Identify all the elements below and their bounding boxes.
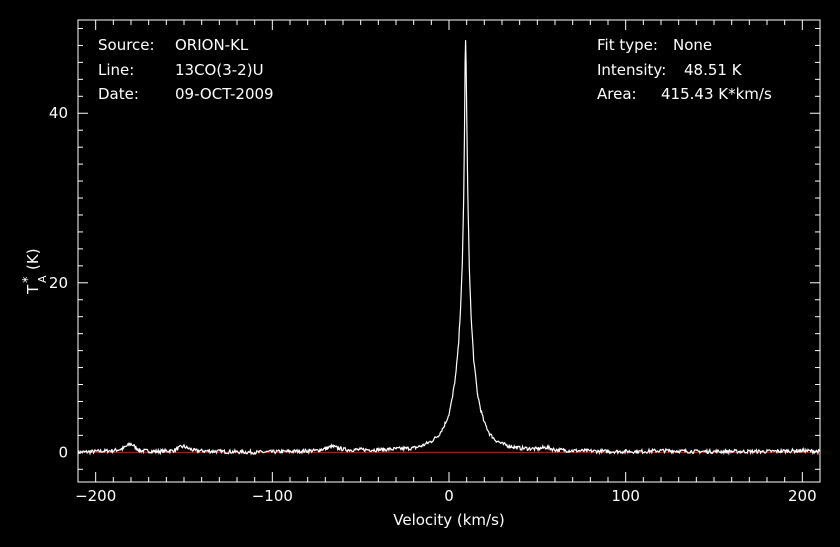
area-value: 415.43 K*km/s	[661, 85, 772, 103]
source-value: ORION-KL	[175, 36, 249, 54]
x-ticks: −200 −100 0 100 200	[75, 20, 821, 505]
x-tick-label: 0	[444, 487, 454, 505]
y-axis-label-symbol: T	[24, 284, 42, 295]
intensity-value: 48.51 K	[684, 61, 743, 79]
fit-type-key: Fit type:	[597, 36, 658, 54]
info-left: Source: ORION-KL Line: 13CO(3-2)U Date: …	[98, 36, 274, 103]
spectrum-line	[77, 40, 821, 456]
y-tick-label: 40	[49, 104, 68, 122]
x-tick-label: 100	[611, 487, 640, 505]
date-value: 09-OCT-2009	[175, 85, 274, 103]
x-tick-label: −200	[75, 487, 116, 505]
y-ticks: 0 20 40	[49, 27, 820, 470]
source-key: Source:	[98, 36, 155, 54]
y-axis-label-superscript: *	[21, 276, 36, 283]
y-axis-label-subscript: A	[36, 275, 49, 283]
intensity-key: Intensity:	[597, 61, 666, 79]
y-axis-label-unit: (K)	[24, 248, 42, 270]
x-tick-label: 200	[788, 487, 817, 505]
info-right: Fit type: None Intensity: 48.51 K Area: …	[597, 36, 772, 103]
line-value: 13CO(3-2)U	[175, 61, 264, 79]
fit-type-value: None	[673, 36, 712, 54]
y-axis-label: T * A (K)	[21, 248, 49, 295]
date-key: Date:	[98, 85, 139, 103]
line-key: Line:	[98, 61, 134, 79]
x-axis-label: Velocity (km/s)	[393, 511, 504, 529]
y-tick-label: 20	[49, 274, 68, 292]
area-key: Area:	[597, 85, 637, 103]
y-tick-label: 0	[58, 443, 68, 461]
x-tick-label: −100	[252, 487, 293, 505]
